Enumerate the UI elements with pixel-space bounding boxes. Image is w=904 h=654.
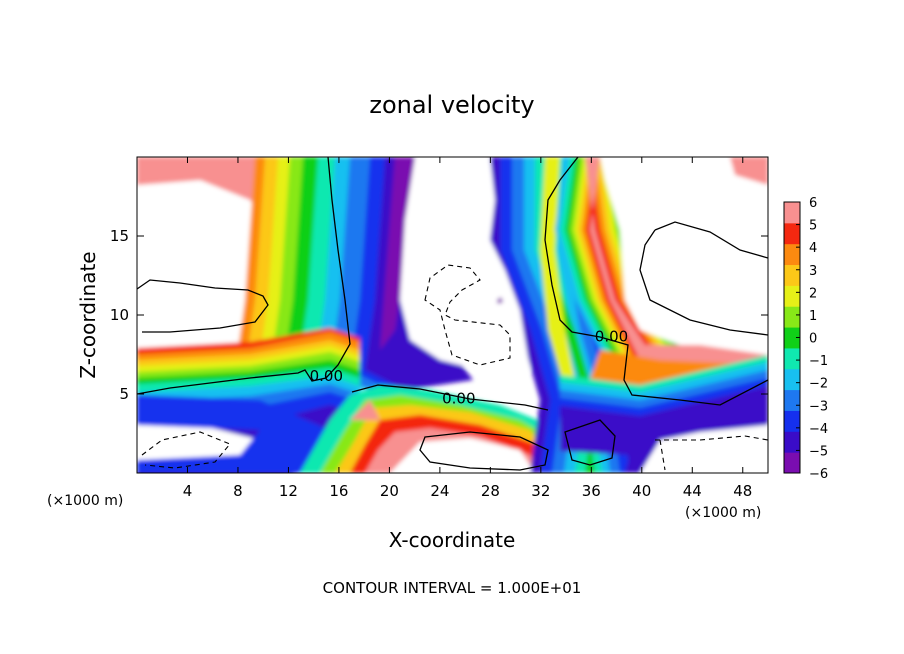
colorbar-label: −6 (809, 467, 828, 482)
colorbar-swatch (784, 368, 800, 391)
colorbar-label: 4 (809, 241, 817, 256)
x-unit-left: (×1000 m) (47, 493, 123, 509)
x-axis-label: X-coordinate (389, 528, 516, 552)
colorbar-swatch (784, 452, 800, 474)
velocity-band (585, 157, 655, 370)
y-axis-ticks: 5 10 15 (110, 227, 768, 403)
velocity-band (390, 438, 535, 473)
contour-interval-note: CONTOUR INTERVAL = 1.000E+01 (323, 579, 582, 597)
x-tick-label: 28 (481, 482, 500, 500)
x-tick-label: 20 (380, 482, 399, 500)
x-tick-label: 48 (733, 482, 752, 500)
x-tick-label: 32 (531, 482, 550, 500)
x-tick-label: 36 (582, 482, 601, 500)
colorbar-label: 6 (809, 196, 817, 211)
velocity-field (137, 157, 768, 473)
velocity-band (730, 157, 768, 185)
x-tick-label: 12 (279, 482, 298, 500)
colorbar-swatch (784, 347, 800, 370)
x-tick-label: 40 (632, 482, 651, 500)
velocity-band (350, 400, 380, 420)
colorbar-swatch (784, 327, 800, 349)
velocity-band (137, 395, 340, 473)
velocity-band (625, 415, 660, 473)
colorbar-label: −3 (809, 399, 828, 414)
velocity-band (600, 157, 768, 360)
y-axis-label: Z-coordinate (76, 251, 100, 378)
dashed-contours (141, 264, 768, 471)
colorbar-swatch (784, 285, 800, 307)
x-unit-right: (×1000 m) (685, 505, 761, 521)
colorbar-swatch (784, 389, 800, 411)
colorbar-swatch (784, 306, 800, 328)
colorbar-swatch (784, 410, 800, 432)
contour-labels: 0.00 0.00 0.00 (310, 328, 629, 408)
zero-contours (137, 157, 768, 471)
velocity-band (497, 297, 503, 304)
colorbar-label: 3 (809, 264, 817, 279)
colorbar-label: −5 (809, 444, 828, 459)
contour-label: 0.00 (310, 367, 343, 385)
y-tick-label: 10 (110, 306, 129, 324)
colorbar-label: −2 (809, 377, 828, 392)
velocity-band (380, 157, 415, 350)
x-tick-label: 8 (233, 482, 243, 500)
colorbar-swatch (784, 222, 800, 245)
colorbar: 6 5 4 3 2 1 0 −1 −2 −3 −4 −5 −6 (783, 196, 828, 482)
colorbar-swatch (784, 264, 800, 286)
velocity-band (400, 157, 530, 375)
y-tick-label: 5 (119, 385, 129, 403)
colorbar-label: 5 (809, 219, 817, 234)
colorbar-swatch (784, 202, 800, 224)
colorbar-swatch (784, 243, 800, 266)
colorbar-label: 0 (809, 332, 817, 347)
colorbar-label: 2 (809, 286, 817, 301)
colorbar-label: −1 (809, 354, 828, 369)
colorbar-label: −4 (809, 422, 828, 437)
chart-title: zonal velocity (369, 91, 534, 119)
contour-label: 0.00 (442, 389, 475, 407)
plot-area: 0.00 0.00 0.00 (137, 157, 768, 473)
colorbar-label: 1 (809, 309, 817, 324)
contour-label: 0.00 (595, 328, 628, 346)
colorbar-swatch (784, 431, 800, 453)
x-tick-label: 4 (183, 482, 193, 500)
x-tick-label: 24 (430, 482, 449, 500)
x-axis-ticks: 4 8 12 16 20 24 28 32 36 40 44 48 (183, 157, 752, 500)
velocity-band (540, 157, 575, 390)
x-tick-label: 16 (329, 482, 348, 500)
y-tick-label: 15 (110, 227, 129, 245)
x-tick-label: 44 (683, 482, 702, 500)
